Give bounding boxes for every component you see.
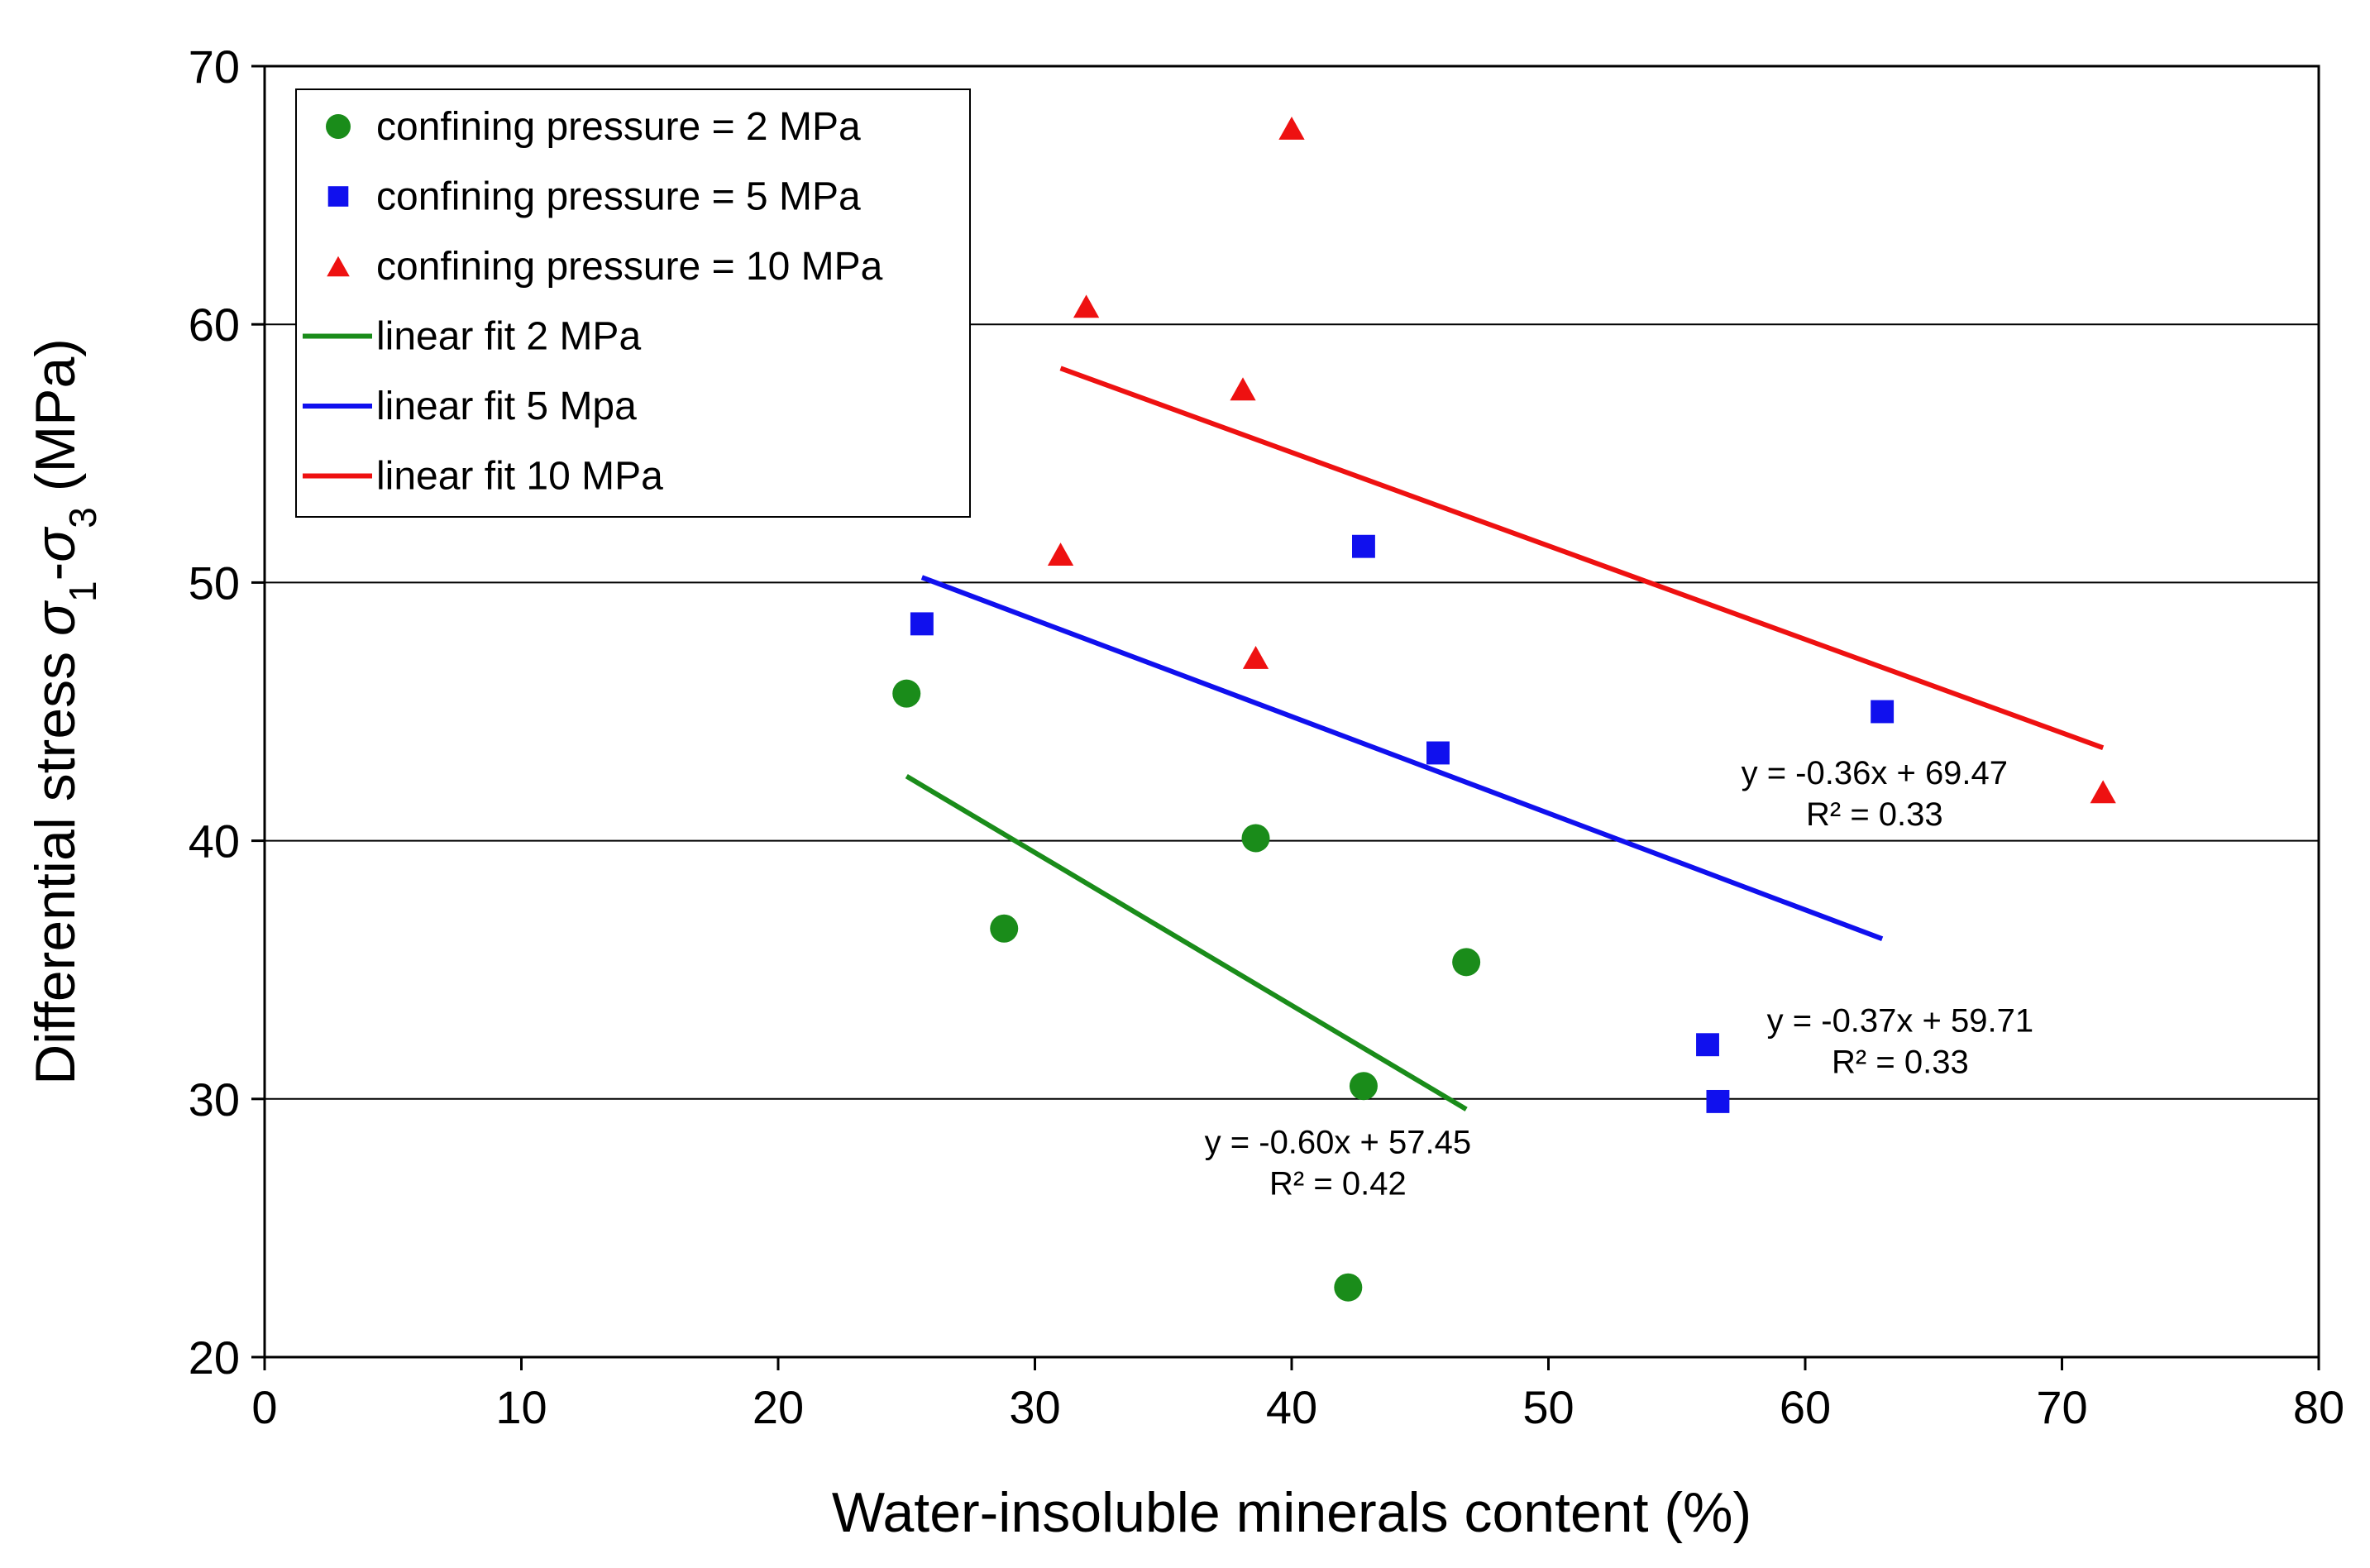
legend-swatch-1 [327,186,349,207]
fit-r2-1: R² = 0.33 [1832,1045,1969,1081]
y-tick-label-60: 60 [189,299,240,351]
y-axis-title-sub1: 1 [61,581,104,602]
series-2-point-2 [1230,377,1256,401]
y-axis-title-units: (MPa) [24,338,87,507]
series-1-point-2 [1426,741,1450,765]
y-axis-title-sigma1: σ [24,600,87,636]
legend: confining pressure = 2 MPa confining pres… [295,88,971,518]
axis-ticks: 0 10 20 30 40 50 60 70 80 20 30 40 50 60 70 [189,41,2344,1433]
series-1-point-1 [1352,534,1375,558]
legend-label-0: confining pressure = 2 MPa [376,105,861,149]
x-tick-label-10: 10 [495,1381,547,1433]
fit-equations: y = -0.60x + 57.45 R² = 0.42 y = -0.37x + … [1205,755,2033,1202]
legend-label-3: linear fit 2 MPa [376,315,641,359]
x-tick-label-70: 70 [2036,1381,2087,1433]
fit-equation-2: y = -0.36x + 69.47 [1742,755,2008,791]
fit-line-2 [1059,366,2105,751]
fit-equation-0: y = -0.60x + 57.45 [1205,1124,1471,1160]
legend-box [295,88,971,518]
series-0-point-4 [1452,948,1481,977]
y-axis-title-sub3: 3 [61,507,104,528]
series-2-point-3 [1242,645,1269,669]
fit-equation-1: y = -0.37x + 59.71 [1767,1003,2033,1040]
legend-label-2: confining pressure = 10 MPa [376,245,883,289]
fit-r2-2: R² = 0.33 [1806,796,1943,833]
series-2-point-5 [2090,780,2116,804]
series-2-point-1 [1073,294,1100,318]
y-tick-label-50: 50 [189,557,240,609]
legend-label-1: confining pressure = 5 MPa [376,175,861,219]
x-tick-label-40: 40 [1266,1381,1317,1433]
series-0-point-1 [990,914,1019,943]
series-1-point-5 [1706,1089,1730,1113]
legend-label-5: linear fit 10 MPa [376,455,663,499]
y-tick-label-30: 30 [189,1073,240,1126]
fit-line-1 [920,575,1884,942]
series-0-point-5 [1334,1273,1363,1302]
fit-r2-0: R² = 0.42 [1269,1165,1407,1202]
y-axis-title-text: Differential stress [24,636,87,1085]
y-tick-label-20: 20 [189,1331,240,1384]
x-tick-label-0: 0 [251,1381,277,1433]
series-2-point-4 [1278,116,1305,140]
y-tick-label-40: 40 [189,815,240,868]
data-points [892,116,2116,1302]
x-tick-label-50: 50 [1522,1381,1574,1433]
legend-label-4: linear fit 5 Mpa [376,385,637,428]
series-1-point-3 [1871,700,1895,724]
legend-swatch-2 [327,256,350,277]
x-tick-label-60: 60 [1780,1381,1831,1433]
series-1-point-0 [910,612,934,636]
y-axis-title-dash: - [24,562,87,581]
y-axis-title-sigma3: σ [24,526,87,562]
series-0-point-2 [1241,824,1270,853]
fit-line-0 [905,773,1468,1111]
y-axis-title: Differential stress σ1-σ3 (MPa) [24,338,104,1085]
series-2-point-0 [1047,543,1074,566]
series-0-point-0 [892,679,921,708]
series-0-point-3 [1349,1072,1378,1101]
x-axis-title: Water-insoluble minerals content (%) [832,1481,1751,1544]
series-1-point-4 [1696,1033,1719,1057]
fit-lines [905,366,2105,1111]
x-tick-label-80: 80 [2293,1381,2344,1433]
legend-swatch-0 [326,114,351,139]
y-tick-label-70: 70 [189,41,240,93]
x-tick-label-20: 20 [753,1381,804,1433]
x-tick-label-30: 30 [1009,1381,1060,1433]
